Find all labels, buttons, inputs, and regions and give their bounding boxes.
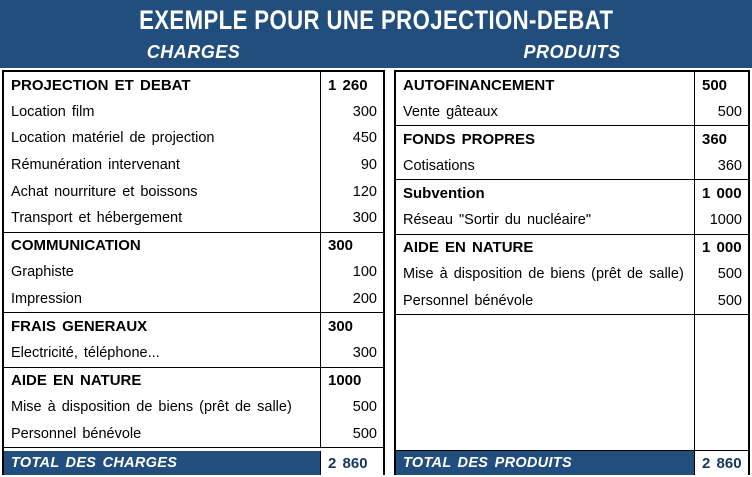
row-value: 360	[694, 152, 748, 180]
charges-section: AIDE EN NATURE 1000 Mise à disposition de …	[4, 367, 383, 449]
row-value: 300	[320, 339, 383, 367]
charges-section: COMMUNICATION 300 Graphiste 100 Impression 20…	[4, 232, 383, 314]
row-value: 120	[320, 178, 383, 205]
empty-label-cell	[396, 315, 694, 450]
row-label: Cotisations	[403, 158, 475, 175]
row-label: Electricité, téléphone...	[11, 345, 160, 362]
page-title-text: EXEMPLE POUR UNE PROJECTION-DEBAT	[138, 5, 614, 35]
row-value: 200	[320, 285, 383, 313]
row-label: Mise à disposition de biens (prêt de sal…	[11, 399, 292, 416]
category-row: COMMUNICATION 300	[4, 232, 383, 260]
row-value: 360	[694, 126, 748, 153]
row-value: 300	[320, 232, 383, 260]
row-label: COMMUNICATION	[11, 237, 141, 255]
category-row: AUTOFINANCEMENT 500	[396, 72, 748, 99]
item-row: Graphiste 100	[4, 259, 383, 286]
item-row: Rémunération intervenant 90	[4, 151, 383, 179]
produits-section: AUTOFINANCEMENT 500 Vente gâteaux 500	[396, 72, 748, 127]
category-row: AIDE EN NATURE 1000	[4, 367, 383, 395]
produits-heading: PRODUITS	[523, 42, 621, 62]
row-value: 500	[694, 98, 748, 126]
charges-heading: CHARGES	[146, 42, 241, 62]
row-value: 500	[320, 394, 383, 421]
row-value: 450	[320, 125, 383, 152]
item-row: Mise à disposition de biens (prêt de sal…	[4, 394, 383, 421]
item-row: Location film 300	[4, 98, 383, 126]
row-value: 500	[694, 261, 748, 288]
produits-section: AIDE EN NATURE 1 000 Mise à disposition de…	[396, 234, 748, 316]
row-label: Location film	[11, 103, 95, 120]
produits-section: Subvention 1 000 Réseau "Sortir du nucléai…	[396, 180, 748, 235]
total-value: 2 860	[694, 451, 748, 475]
row-value: 300	[320, 313, 383, 340]
item-row: Achat nourriture et boissons 120	[4, 178, 383, 205]
row-label: Location matériel de projection	[11, 130, 215, 147]
produits-table: AUTOFINANCEMENT 500 Vente gâteaux 500 FONDS …	[394, 70, 750, 475]
total-row: TOTAL DES PRODUITS 2 860	[396, 451, 748, 475]
row-label: Transport et hébergement	[11, 210, 183, 227]
item-row: Location matériel de projection 450	[4, 125, 383, 152]
header-band	[0, 0, 752, 68]
row-label: Impression	[11, 291, 82, 308]
row-label: Rémunération intervenant	[11, 157, 180, 174]
category-row: FRAIS GENERAUX 300	[4, 313, 383, 340]
item-row: Cotisations 360	[396, 152, 748, 180]
category-row: AIDE EN NATURE 1 000	[396, 234, 748, 262]
row-label: FRAIS GENERAUX	[11, 318, 148, 336]
row-value: 500	[320, 420, 383, 448]
item-row: Réseau "Sortir du nucléaire" 1000	[396, 206, 748, 234]
row-label: AUTOFINANCEMENT	[403, 76, 555, 94]
row-value: 90	[320, 151, 383, 179]
item-row: Personnel bénévole 500	[396, 287, 748, 315]
row-label: Personnel bénévole	[11, 426, 142, 443]
row-label: Subvention	[403, 185, 485, 203]
total-label: TOTAL DES PRODUITS	[396, 451, 694, 475]
category-row: PROJECTION ET DEBAT 1 260	[4, 72, 383, 99]
item-row: Transport et hébergement 300	[4, 204, 383, 232]
row-label: FONDS PROPRES	[403, 130, 536, 148]
produits-section: FONDS PROPRES 360 Cotisations 360	[396, 126, 748, 181]
row-label: AIDE EN NATURE	[11, 372, 142, 390]
empty-value-cell	[694, 315, 748, 450]
charges-section: FRAIS GENERAUX 300 Electricité, téléphone.…	[4, 313, 383, 368]
row-label: Achat nourriture et boissons	[11, 183, 198, 200]
row-value: 1 000	[694, 180, 748, 207]
charges-table: PROJECTION ET DEBAT 1 260 Location film 300…	[2, 70, 385, 475]
page-title: EXEMPLE POUR UNE PROJECTION-DEBAT	[0, 5, 752, 36]
total-value: 2 860	[320, 451, 383, 475]
row-label: Réseau "Sortir du nucléaire"	[403, 212, 591, 229]
row-value: 1 260	[320, 72, 383, 99]
item-row: Impression 200	[4, 285, 383, 313]
row-value: 1000	[694, 206, 748, 234]
category-row: FONDS PROPRES 360	[396, 126, 748, 153]
total-row: TOTAL DES CHARGES 2 860	[4, 451, 383, 475]
item-row: Mise à disposition de biens (prêt de sal…	[396, 261, 748, 288]
row-label: PROJECTION ET DEBAT	[11, 76, 191, 94]
row-value: 500	[694, 72, 748, 99]
item-row: Electricité, téléphone... 300	[4, 339, 383, 367]
row-label: Personnel bénévole	[403, 293, 534, 310]
row-label: AIDE EN NATURE	[403, 239, 534, 257]
row-value: 500	[694, 287, 748, 315]
charges-section: PROJECTION ET DEBAT 1 260 Location film 300…	[4, 72, 383, 233]
row-label: Vente gâteaux	[403, 103, 498, 120]
row-value: 300	[320, 98, 383, 126]
row-value: 1000	[320, 367, 383, 395]
row-value: 300	[320, 204, 383, 232]
row-label: Mise à disposition de biens (prêt de sal…	[403, 266, 684, 283]
row-value: 100	[320, 259, 383, 286]
category-row: Subvention 1 000	[396, 180, 748, 207]
row-label: Graphiste	[11, 264, 74, 281]
item-row: Personnel bénévole 500	[4, 420, 383, 448]
total-label: TOTAL DES CHARGES	[4, 451, 320, 475]
item-row: Vente gâteaux 500	[396, 98, 748, 126]
empty-cell	[396, 315, 748, 451]
row-value: 1 000	[694, 234, 748, 262]
